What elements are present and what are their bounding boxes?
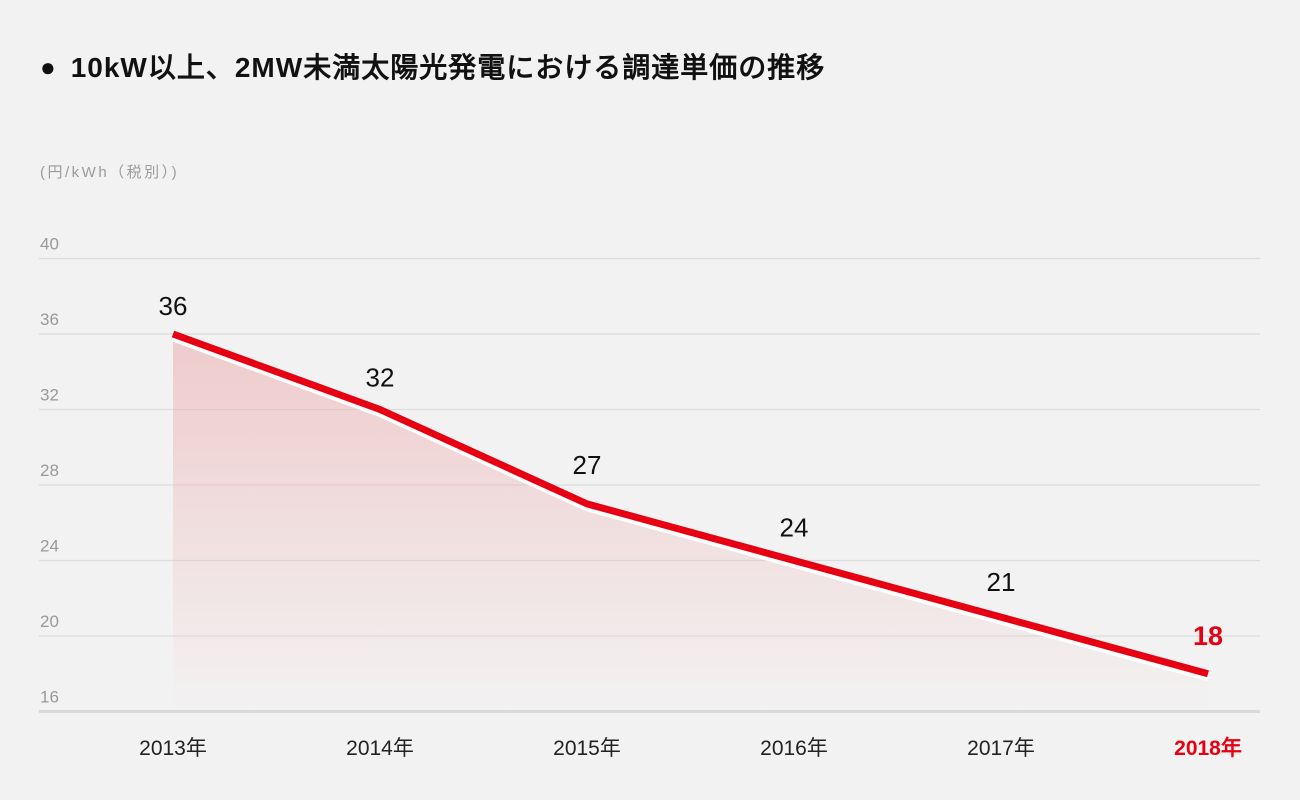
y-tick-label: 24 [40,537,59,556]
area-fill [173,334,1208,712]
y-tick-label: 40 [40,235,59,254]
y-tick-label: 32 [40,386,59,405]
line-under-stroke [171,335,1209,682]
bullet-icon: ● [40,52,57,82]
value-label: 36 [159,291,188,321]
data-line [171,330,1209,678]
chart-title-row: ● 10kW以上、2MW未満太陽光発電における調達単価の推移 [40,46,825,86]
value-label: 24 [780,513,809,543]
x-axis-label: 2017年 [967,737,1035,760]
x-axis-label: 2014年 [346,737,414,760]
value-label: 21 [987,567,1016,597]
value-label: 32 [366,363,395,393]
value-label-highlight: 18 [1193,621,1223,651]
y-tick-label: 16 [40,688,59,707]
x-axis-label: 2015年 [553,737,621,760]
value-label: 27 [573,450,602,480]
y-axis-unit-label: (円/kWh（税別）) [40,164,180,181]
x-axis-label-highlight: 2018年 [1174,736,1242,760]
y-tick-label: 36 [40,310,59,329]
x-axis-label: 2016年 [760,737,828,760]
x-axis-label: 2013年 [139,737,207,760]
page-title: 10kW以上、2MW未満太陽光発電における調達単価の推移 [70,52,826,83]
y-tick-label: 20 [40,612,59,631]
y-tick-label: 28 [40,461,59,480]
